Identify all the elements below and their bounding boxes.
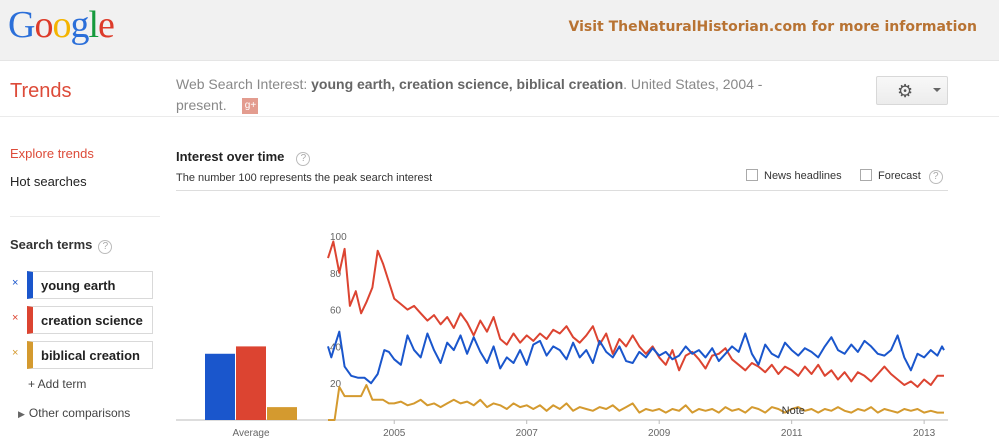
- forecast-label: Forecast: [878, 170, 921, 182]
- logo-letter: e: [98, 4, 115, 46]
- series-line: [327, 240, 944, 388]
- x-tick-label: 2009: [648, 428, 671, 439]
- logo-letter: o: [34, 4, 53, 46]
- remove-term-icon[interactable]: ×: [12, 312, 19, 324]
- help-icon[interactable]: ?: [296, 152, 311, 166]
- average-bar: [267, 407, 297, 420]
- other-comparisons-label: Other comparisons: [28, 406, 131, 420]
- sidebar-item-hot-searches[interactable]: Hot searches: [10, 174, 87, 189]
- logo-letter: l: [88, 4, 99, 46]
- query-prefix: Web Search Interest:: [176, 76, 308, 92]
- help-icon[interactable]: ?: [98, 240, 113, 254]
- y-tick-label: 60: [330, 306, 342, 317]
- gear-icon: ⚙: [897, 81, 914, 101]
- sidebar-divider: [10, 216, 160, 217]
- page-title[interactable]: Trends: [10, 80, 72, 102]
- chevron-down-icon: [933, 88, 941, 92]
- search-term-input[interactable]: creation science: [27, 306, 153, 334]
- section-subtitle: The number 100 represents the peak searc…: [176, 172, 433, 184]
- top-bar: Google Visit TheNaturalHistorian.com for…: [0, 0, 999, 61]
- search-term-input[interactable]: biblical creation: [27, 341, 153, 369]
- query-summary: Web Search Interest: young earth, creati…: [176, 74, 806, 116]
- checkbox-box[interactable]: [860, 169, 872, 181]
- news-headlines-label: News headlines: [764, 170, 842, 182]
- query-terms: young earth, creation science, biblical …: [311, 76, 624, 92]
- series-line: [328, 384, 944, 421]
- add-term-button[interactable]: + Add term: [28, 377, 87, 391]
- section-divider: [176, 190, 948, 191]
- logo-letter: g: [70, 4, 89, 46]
- settings-button[interactable]: ⚙: [876, 76, 948, 105]
- average-label: Average: [232, 428, 270, 439]
- y-tick-label: 100: [330, 232, 347, 243]
- x-tick-label: 2007: [516, 428, 539, 439]
- sidebar-item-explore-trends[interactable]: Explore trends: [10, 146, 94, 161]
- series-line: [327, 330, 945, 385]
- y-tick-label: 40: [330, 342, 342, 353]
- google-plus-icon[interactable]: g+: [242, 98, 259, 115]
- remove-term-icon[interactable]: ×: [12, 277, 19, 289]
- logo-letter: o: [52, 4, 71, 46]
- search-term-input[interactable]: young earth: [27, 271, 153, 299]
- section-title-text: Interest over time: [176, 149, 285, 164]
- x-tick-label: 2013: [913, 428, 936, 439]
- help-icon[interactable]: ?: [928, 170, 943, 184]
- x-tick-label: 2011: [781, 428, 803, 439]
- remove-term-icon[interactable]: ×: [12, 347, 19, 359]
- y-tick-label: 20: [330, 379, 342, 390]
- chart-annotation: Note: [782, 405, 805, 417]
- y-tick-label: 80: [330, 269, 342, 280]
- section-title: Interest over time?: [176, 149, 311, 166]
- average-bar: [205, 353, 235, 420]
- search-terms-heading: Search terms?: [10, 237, 113, 254]
- header: Trends Web Search Interest: young earth,…: [0, 62, 999, 117]
- average-bar: [236, 346, 266, 420]
- query-suffix: . United States, 2004 - present.: [176, 76, 763, 113]
- checkbox-box[interactable]: [746, 169, 758, 181]
- news-headlines-checkbox[interactable]: News headlines: [746, 169, 842, 182]
- chevron-right-icon: ▶: [18, 409, 25, 419]
- logo-letter: G: [8, 4, 35, 46]
- google-logo[interactable]: Google: [8, 3, 115, 47]
- other-comparisons-toggle[interactable]: ▶ Other comparisons: [18, 406, 130, 420]
- search-terms-label: Search terms: [10, 237, 93, 252]
- promo-text: Visit TheNaturalHistorian.com for more i…: [568, 19, 977, 35]
- x-tick-label: 2005: [383, 428, 406, 439]
- forecast-checkbox[interactable]: Forecast?: [860, 169, 943, 184]
